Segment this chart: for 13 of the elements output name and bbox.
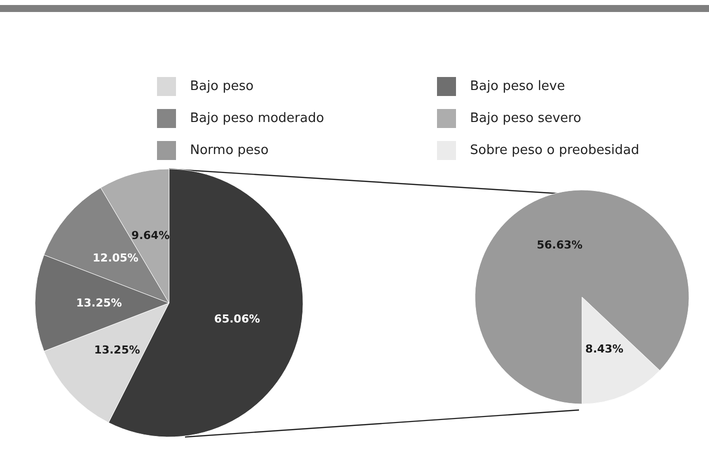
data-label: 9.64% xyxy=(131,228,170,242)
data-label: 13.25% xyxy=(94,343,140,356)
legend-label: Bajo peso severo xyxy=(470,111,582,126)
data-label: 56.63% xyxy=(536,238,583,252)
data-label: 12.05% xyxy=(92,251,138,264)
data-label: 8.43% xyxy=(585,342,624,356)
data-label: 65.06% xyxy=(214,312,260,326)
legend-label: Sobre peso o preobesidad xyxy=(470,143,640,158)
legend-label: Bajo peso leve xyxy=(470,79,565,94)
legend-label: Normo peso xyxy=(190,143,269,158)
legend-label: Bajo peso moderado xyxy=(190,111,324,126)
data-label: 13.25% xyxy=(76,296,122,310)
legend-label: Bajo peso xyxy=(190,79,254,94)
